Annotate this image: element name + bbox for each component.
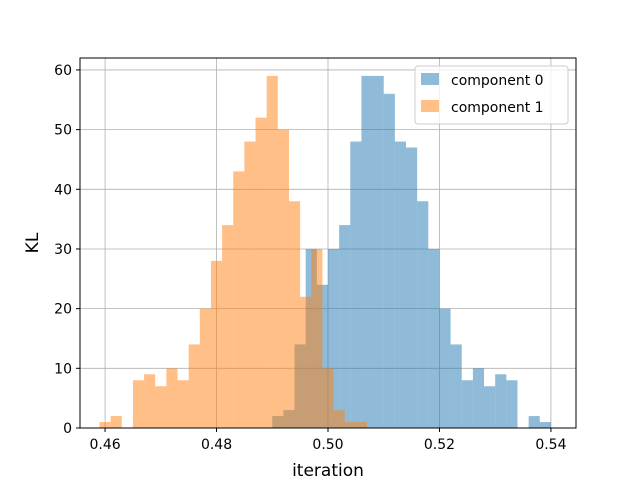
- bar-component-1: [322, 368, 334, 428]
- y-tick-label: 10: [54, 361, 72, 377]
- legend-swatch-component-1: [421, 100, 439, 112]
- bar-component-0: [417, 201, 429, 428]
- y-axis-label: KL: [23, 232, 43, 253]
- grid: [80, 58, 576, 429]
- bar-component-1: [199, 308, 211, 428]
- bar-component-0: [394, 141, 407, 428]
- bar-component-1: [177, 380, 189, 428]
- bar-component-0: [484, 386, 496, 428]
- legend-label-component-1: component 1: [451, 100, 544, 116]
- bar-component-1: [233, 171, 245, 429]
- bar-component-1: [255, 117, 267, 428]
- bar-component-0: [316, 284, 328, 428]
- x-tick-label: 0.48: [201, 437, 232, 453]
- bar-component-1: [144, 374, 156, 428]
- bar-component-0: [506, 380, 518, 428]
- bar-component-1: [266, 75, 278, 428]
- bar-component-1: [288, 201, 301, 428]
- y-tick-label: 30: [54, 242, 72, 258]
- bar-component-1: [300, 296, 312, 428]
- bar-component-0: [495, 374, 507, 428]
- bar-component-1: [166, 368, 178, 428]
- bar-component-0: [339, 225, 351, 428]
- legend-swatch-component-0: [421, 73, 439, 85]
- y-tick-label: 0: [63, 421, 72, 437]
- bar-component-0: [383, 93, 395, 428]
- x-axis-label: iteration: [292, 461, 364, 480]
- axis-ticks: 0.46 0.48 0.50 0.52 0.54 0 10 20 30 40 50 60: [54, 63, 566, 453]
- bar-component-1: [355, 422, 368, 428]
- legend-box: [414, 65, 569, 125]
- y-tick-label: 60: [54, 63, 72, 79]
- bar-component-0: [372, 75, 384, 428]
- bar-component-1: [210, 260, 223, 428]
- bar-component-0: [461, 380, 473, 428]
- bar-component-1: [110, 416, 122, 428]
- bar-component-1: [222, 225, 234, 428]
- x-tick-label: 0.54: [535, 437, 566, 453]
- bar-component-0: [528, 416, 540, 428]
- bar-component-0: [328, 248, 340, 428]
- bar-component-1: [344, 422, 356, 428]
- bar-component-1: [311, 248, 323, 428]
- bar-component-0: [472, 368, 485, 428]
- bar-component-0: [428, 248, 440, 428]
- bar-component-0: [361, 75, 373, 428]
- bar-component-1: [333, 410, 345, 428]
- bar-component-1: [277, 129, 289, 428]
- bar-component-1: [132, 380, 145, 428]
- bar-component-1: [99, 422, 111, 428]
- bar-component-0: [539, 422, 551, 428]
- bar-component-0: [350, 141, 362, 428]
- bar-component-1: [244, 141, 256, 428]
- x-tick-label: 0.52: [424, 437, 455, 453]
- legend-label-component-0: component 0: [451, 73, 544, 89]
- y-tick-label: 20: [54, 302, 72, 318]
- bar-component-0: [406, 147, 418, 429]
- x-tick-label: 0.46: [89, 437, 120, 453]
- x-tick-label: 0.50: [312, 437, 343, 453]
- bar-component-0: [450, 344, 462, 428]
- bars: [99, 75, 551, 429]
- bar-component-0: [439, 308, 451, 428]
- bar-component-1: [188, 344, 200, 428]
- y-tick-label: 40: [54, 182, 72, 198]
- legend: component 0 component 1: [414, 65, 569, 125]
- y-tick-label: 50: [54, 123, 72, 139]
- bar-component-1: [155, 386, 167, 428]
